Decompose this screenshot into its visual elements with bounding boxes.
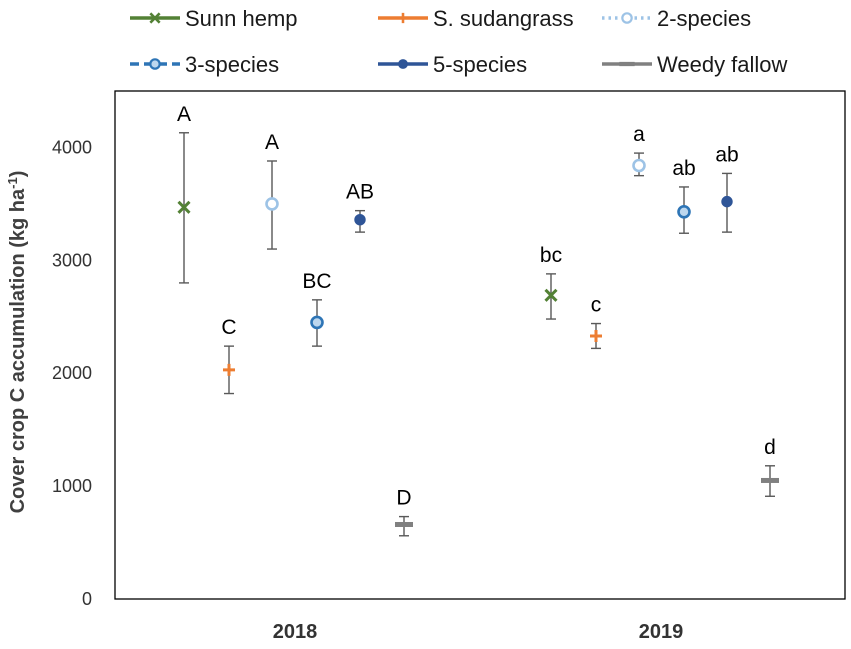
significance-label: BC: [302, 270, 331, 293]
legend-item-weedy-fallow: Weedy fallow: [602, 52, 788, 77]
marker-circle: [310, 315, 324, 330]
marker-x: [177, 200, 191, 214]
series-5-species: AB ab: [346, 143, 739, 233]
legend-label: 3-species: [185, 52, 279, 77]
significance-label: A: [265, 131, 279, 154]
y-tick-label: 4000: [52, 137, 92, 157]
y-axis-label: Cover crop C accumulation (kg ha-1): [5, 171, 29, 514]
marker-circle: [621, 12, 633, 24]
series-s-sudangrass: Cc: [221, 294, 602, 395]
data-point-s-sudangrass-2019: c: [590, 294, 602, 350]
significance-label: bc: [540, 244, 562, 267]
marker-circle: [632, 158, 646, 173]
data-point-sunn-hemp-2019: bc: [540, 244, 562, 320]
marker-dash: [619, 61, 635, 67]
legend-label: Sunn hemp: [185, 6, 298, 31]
plot-area: [114, 90, 846, 600]
marker-plus: [397, 12, 409, 24]
data-point-2-species-2019: a: [632, 123, 646, 177]
data-point-5-species-2018: AB: [346, 181, 374, 233]
marker-circle: [721, 195, 733, 208]
y-tick-label: 2000: [52, 363, 92, 383]
legend-item-5-species: 5-species: [378, 52, 527, 77]
marker-plus: [590, 329, 602, 342]
significance-label: A: [177, 103, 191, 126]
significance-label: c: [591, 294, 602, 317]
marker-circle: [354, 213, 366, 226]
marker-dash: [761, 477, 779, 483]
legend-item-sunn-hemp: Sunn hemp: [130, 6, 298, 31]
series-3-species: BC ab: [302, 157, 696, 347]
data-point-5-species-2019: ab: [715, 143, 739, 233]
series-sunn-hemp: Abc: [177, 103, 562, 320]
data-point-2-species-2018: A: [265, 131, 279, 250]
y-axis-label-text: Cover crop C accumulation (kg ha: [7, 188, 29, 513]
y-axis-label-close: ): [7, 171, 29, 178]
significance-label: d: [764, 436, 776, 459]
data-point-3-species-2019: ab: [672, 157, 696, 234]
legend-item-3-species: 3-species: [130, 52, 279, 77]
marker-circle: [398, 59, 408, 69]
x-tick-label: 2018: [273, 621, 318, 643]
legend-label: 5-species: [433, 52, 527, 77]
marker-circle: [149, 58, 161, 70]
legend-label: Weedy fallow: [657, 52, 788, 77]
x-axis: 2018 2019: [273, 621, 684, 643]
marker-dash: [395, 521, 413, 527]
significance-label: C: [221, 316, 236, 339]
legend-item-2-species: 2-species: [602, 6, 751, 31]
data-point-weedy-fallow-2019: d: [761, 436, 779, 497]
significance-label: ab: [672, 157, 695, 180]
marker-plus: [223, 363, 235, 376]
y-axis: 0 1000 2000 3000 4000: [52, 137, 92, 609]
data-point-sunn-hemp-2018: A: [177, 103, 191, 284]
significance-label: D: [396, 487, 411, 510]
legend-label: S. sudangrass: [433, 6, 574, 31]
significance-label: AB: [346, 181, 374, 204]
marker-circle: [677, 204, 691, 219]
y-axis-label-superscript: -1: [5, 177, 20, 189]
data-point-3-species-2018: BC: [302, 270, 332, 347]
significance-label: ab: [715, 143, 738, 166]
marker-x: [544, 288, 558, 302]
data-point-s-sudangrass-2018: C: [221, 316, 237, 395]
y-tick-label: 0: [82, 589, 92, 609]
legend-item-s-sudangrass: S. sudangrass: [378, 6, 574, 31]
legend-label: 2-species: [657, 6, 751, 31]
marker-circle: [265, 197, 279, 211]
x-tick-label: 2019: [639, 621, 684, 643]
series-weedy-fallow: Dd: [395, 436, 779, 537]
significance-label: a: [633, 123, 645, 146]
y-tick-label: 1000: [52, 476, 92, 496]
y-tick-label: 3000: [52, 250, 92, 270]
marker-x: [149, 12, 161, 24]
legend: Sunn hemp S. sudangrass 2-species 3-species…: [130, 6, 788, 77]
data-point-weedy-fallow-2018: D: [395, 487, 413, 537]
